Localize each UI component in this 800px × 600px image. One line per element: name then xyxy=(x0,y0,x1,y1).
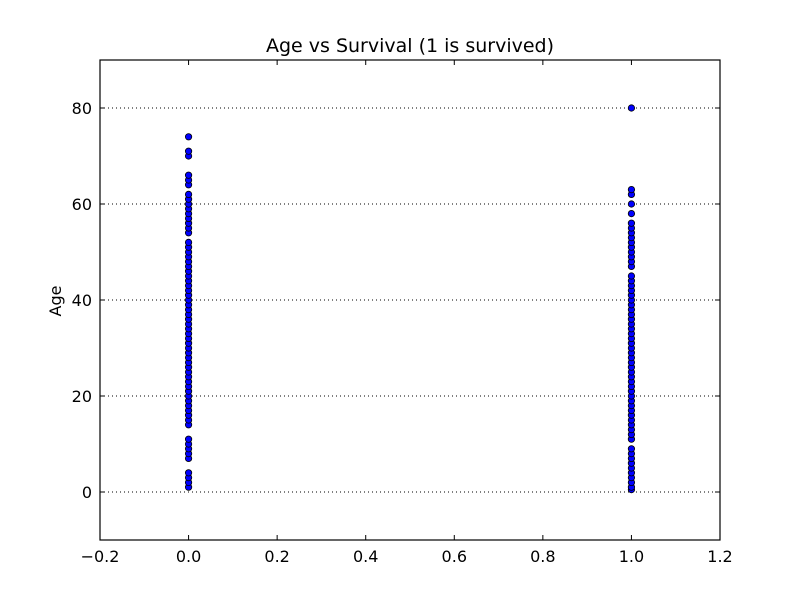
data-point xyxy=(627,272,636,280)
x-tick-label: 0.6 xyxy=(442,547,467,566)
data-point xyxy=(184,190,193,198)
x-tick-label: 0.0 xyxy=(176,547,201,566)
chart-title: Age vs Survival (1 is survived) xyxy=(266,35,554,57)
tick-marks xyxy=(99,60,721,540)
x-tick-label: 0.8 xyxy=(530,547,555,566)
data-point xyxy=(184,133,193,141)
data-point xyxy=(627,186,636,194)
data-point xyxy=(627,219,636,227)
data-point xyxy=(627,104,636,112)
y-axis-label: Age xyxy=(46,286,65,317)
data-point xyxy=(184,171,193,179)
y-tick-label: 40 xyxy=(72,291,92,310)
x-tick-label: 0.2 xyxy=(264,547,289,566)
x-tick-label: −0.2 xyxy=(81,547,120,566)
data-point xyxy=(184,435,193,443)
y-tick-labels: 0 20 40 60 80 xyxy=(72,99,92,502)
data-point xyxy=(627,200,636,208)
data-point xyxy=(184,469,193,477)
x-tick-label: 0.4 xyxy=(353,547,378,566)
y-tick-label: 20 xyxy=(72,387,92,406)
data-point xyxy=(627,210,636,218)
gridlines xyxy=(100,107,720,493)
y-tick-label: 0 xyxy=(82,483,92,502)
x-tick-label: 1.2 xyxy=(707,547,732,566)
data-point xyxy=(184,238,193,246)
y-tick-label: 80 xyxy=(72,99,92,118)
data-point xyxy=(627,445,636,453)
data-points xyxy=(184,104,636,494)
x-tick-labels: −0.2 0.0 0.2 0.4 0.6 0.8 1.0 1.2 xyxy=(81,547,733,566)
data-point xyxy=(184,147,193,155)
x-tick-label: 1.0 xyxy=(619,547,644,566)
y-tick-label: 60 xyxy=(72,195,92,214)
